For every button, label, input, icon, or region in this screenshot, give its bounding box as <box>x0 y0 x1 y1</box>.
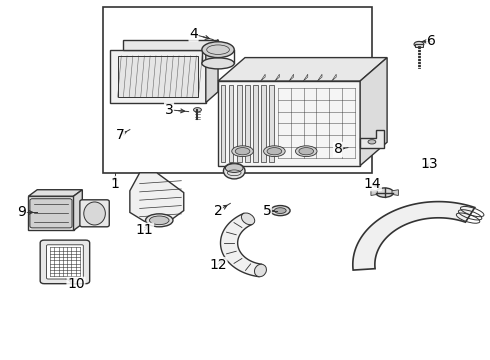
Text: 3: 3 <box>165 103 173 117</box>
Polygon shape <box>74 190 82 230</box>
Ellipse shape <box>295 146 317 157</box>
Polygon shape <box>206 40 218 103</box>
Polygon shape <box>28 190 82 196</box>
Polygon shape <box>253 85 258 162</box>
Text: 13: 13 <box>420 157 438 171</box>
Ellipse shape <box>146 214 173 227</box>
Text: 8: 8 <box>334 143 343 156</box>
Polygon shape <box>392 190 398 195</box>
Polygon shape <box>261 85 266 162</box>
Polygon shape <box>261 74 265 81</box>
Polygon shape <box>275 74 279 81</box>
Ellipse shape <box>274 208 286 213</box>
Ellipse shape <box>194 108 201 112</box>
Polygon shape <box>110 50 206 103</box>
Polygon shape <box>353 202 475 270</box>
Polygon shape <box>245 85 249 162</box>
Ellipse shape <box>270 206 290 216</box>
Polygon shape <box>218 58 387 81</box>
Ellipse shape <box>84 202 105 225</box>
Bar <box>118 56 198 97</box>
FancyBboxPatch shape <box>40 240 90 284</box>
Polygon shape <box>332 74 336 81</box>
Ellipse shape <box>264 146 285 157</box>
Polygon shape <box>28 196 74 230</box>
Ellipse shape <box>299 148 314 155</box>
Ellipse shape <box>223 163 245 179</box>
Text: 4: 4 <box>189 27 198 41</box>
Ellipse shape <box>267 148 282 155</box>
Polygon shape <box>130 173 184 221</box>
Polygon shape <box>122 40 218 50</box>
Polygon shape <box>237 85 242 162</box>
Ellipse shape <box>376 188 393 197</box>
Ellipse shape <box>225 164 243 172</box>
Ellipse shape <box>254 264 267 277</box>
Ellipse shape <box>414 41 424 47</box>
Polygon shape <box>318 74 322 81</box>
Polygon shape <box>360 130 384 148</box>
Ellipse shape <box>232 146 253 157</box>
Bar <box>103 7 372 173</box>
Bar <box>415 44 423 47</box>
Ellipse shape <box>202 58 234 69</box>
FancyBboxPatch shape <box>47 245 83 279</box>
Polygon shape <box>289 74 294 81</box>
Polygon shape <box>303 74 308 81</box>
Polygon shape <box>269 85 274 162</box>
Text: 7: 7 <box>116 128 124 142</box>
FancyBboxPatch shape <box>80 200 109 227</box>
FancyBboxPatch shape <box>30 199 72 228</box>
Ellipse shape <box>149 216 169 225</box>
Polygon shape <box>360 58 387 166</box>
Polygon shape <box>220 213 262 277</box>
Ellipse shape <box>202 42 234 58</box>
Ellipse shape <box>242 213 255 225</box>
Text: 11: 11 <box>136 224 153 237</box>
Polygon shape <box>371 190 377 195</box>
Ellipse shape <box>235 148 250 155</box>
Text: 6: 6 <box>427 35 436 48</box>
Text: 14: 14 <box>364 177 381 190</box>
Polygon shape <box>220 85 225 162</box>
Polygon shape <box>218 81 360 166</box>
Text: 5: 5 <box>263 204 271 217</box>
Text: 12: 12 <box>209 258 227 271</box>
Text: 2: 2 <box>214 204 222 217</box>
Polygon shape <box>228 85 234 162</box>
Text: 9: 9 <box>18 206 26 219</box>
Text: 10: 10 <box>67 278 85 291</box>
Ellipse shape <box>368 140 376 144</box>
Text: 1: 1 <box>111 177 120 190</box>
